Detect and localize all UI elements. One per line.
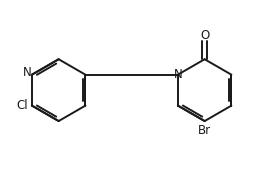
Text: N: N bbox=[174, 68, 182, 81]
Text: N: N bbox=[23, 67, 32, 80]
Text: Br: Br bbox=[198, 124, 211, 137]
Text: O: O bbox=[200, 29, 209, 42]
Text: Cl: Cl bbox=[17, 99, 28, 112]
